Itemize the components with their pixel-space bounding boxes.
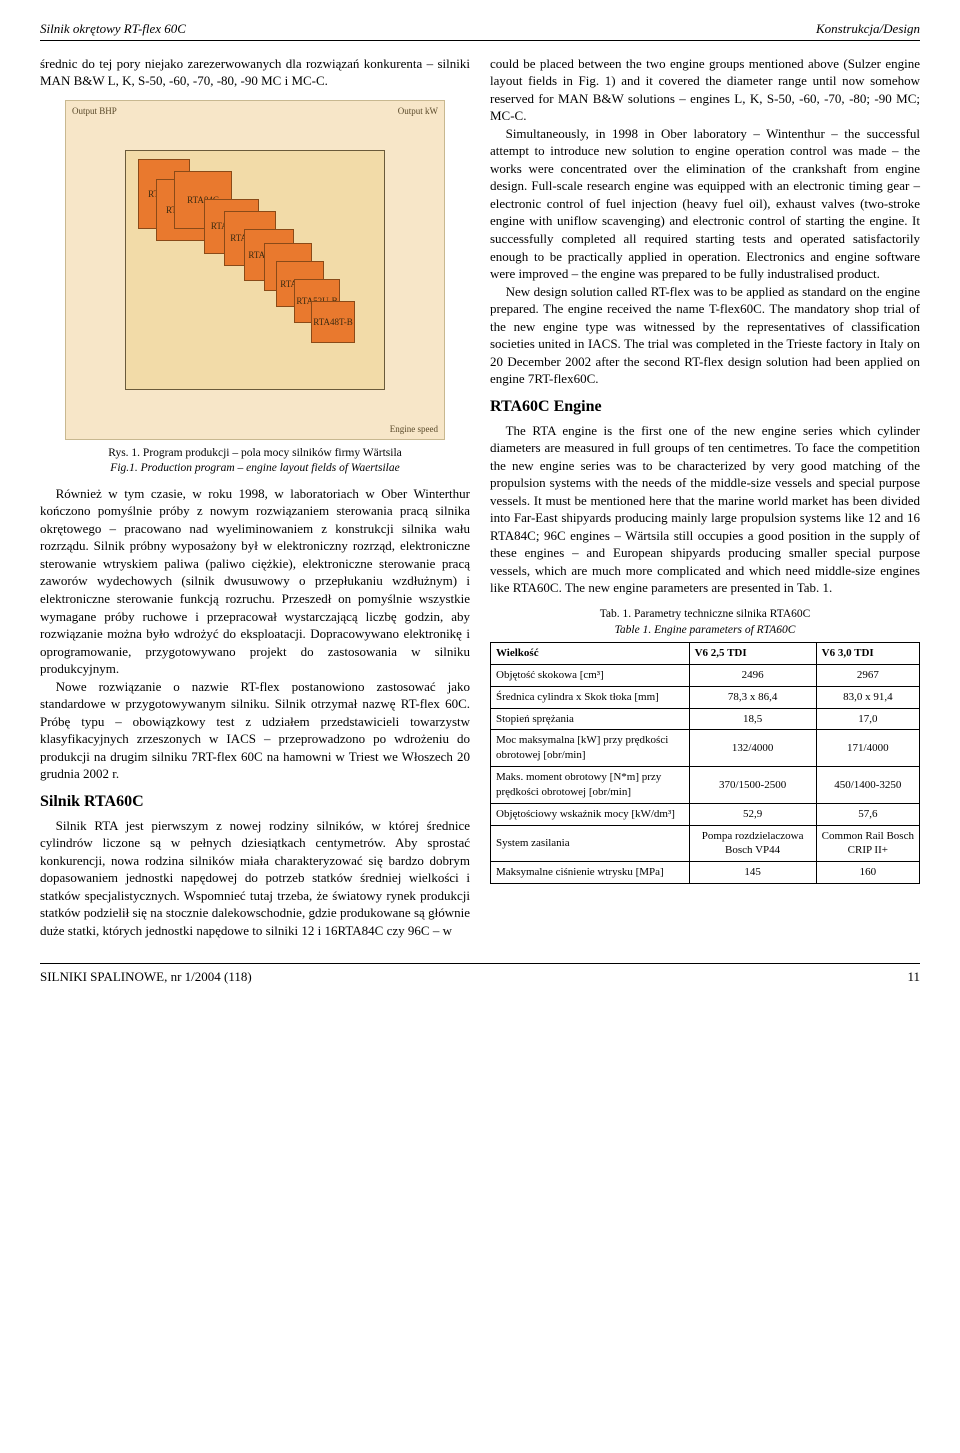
left-section-title: Silnik RTA60C [40, 791, 470, 813]
table-row: Stopień sprężania18,517,0 [491, 708, 920, 730]
col-header-1: V6 2,5 TDI [689, 643, 816, 665]
param-value-1: 132/4000 [689, 730, 816, 767]
table-row: Objętościowy wskaźnik mocy [kW/dm³]52,95… [491, 803, 920, 825]
left-para-3: Nowe rozwiązanie o nazwie RT-flex postan… [40, 678, 470, 783]
engine-field-rect: RTA48T-B [311, 301, 355, 343]
left-column: średnic do tej pory niejako zarezerwowan… [40, 55, 470, 940]
figure-caption: Rys. 1. Program produkcji – pola mocy si… [40, 446, 470, 477]
param-label: Średnica cylindra x Skok tłoka [mm] [491, 686, 690, 708]
param-value-2: 57,6 [816, 803, 919, 825]
param-value-2: 83,0 x 91,4 [816, 686, 919, 708]
table-caption-pl: Tab. 1. Parametry techniczne silnika RTA… [490, 607, 920, 623]
param-value-2: 171/4000 [816, 730, 919, 767]
col-header-0: Wielkość [491, 643, 690, 665]
right-para-2: Simultaneously, in 1998 in Ober laborato… [490, 125, 920, 283]
param-value-1: 2496 [689, 664, 816, 686]
table-header-row: Wielkość V6 2,5 TDI V6 3,0 TDI [491, 643, 920, 665]
table-row: Maksymalne ciśnienie wtrysku [MPa]145160 [491, 862, 920, 884]
param-label: Objętościowy wskaźnik mocy [kW/dm³] [491, 803, 690, 825]
axis-label-left: Output BHP [72, 105, 117, 117]
param-label: System zasilania [491, 825, 690, 862]
param-value-1: 18,5 [689, 708, 816, 730]
right-column: could be placed between the two engine g… [490, 55, 920, 940]
param-label: Maks. moment obrotowy [N*m] przy prędkoś… [491, 767, 690, 804]
param-value-1: 145 [689, 862, 816, 884]
left-para-2: Również w tym czasie, w roku 1998, w lab… [40, 485, 470, 678]
param-value-2: Common Rail Bosch CRIP II+ [816, 825, 919, 862]
figure-1: Output BHP Output kW Engine speed RTA96C… [40, 100, 470, 477]
right-para-3: New design solution called RT-flex was t… [490, 283, 920, 388]
parameters-table: Wielkość V6 2,5 TDI V6 3,0 TDI Objętość … [490, 642, 920, 884]
param-label: Maksymalne ciśnienie wtrysku [MPa] [491, 862, 690, 884]
param-value-2: 17,0 [816, 708, 919, 730]
axis-label-right: Output kW [398, 105, 438, 117]
header-left: Silnik okrętowy RT-flex 60C [40, 20, 186, 38]
right-para-4: The RTA engine is the first one of the n… [490, 422, 920, 597]
chart-plot-area: RTA96CRTA84T-DRTA84CRTA72U-BRTA68T-BRTA6… [125, 150, 385, 390]
left-para-4: Silnik RTA jest pierwszym z nowej rodzin… [40, 817, 470, 940]
page-header: Silnik okrętowy RT-flex 60C Konstrukcja/… [40, 20, 920, 41]
param-value-2: 450/1400-3250 [816, 767, 919, 804]
table-row: Maks. moment obrotowy [N*m] przy prędkoś… [491, 767, 920, 804]
engine-layout-chart: Output BHP Output kW Engine speed RTA96C… [65, 100, 445, 440]
fig-caption-pl: Rys. 1. Program produkcji – pola mocy si… [40, 446, 470, 462]
col-header-2: V6 3,0 TDI [816, 643, 919, 665]
two-column-layout: średnic do tej pory niejako zarezerwowan… [40, 55, 920, 940]
fig-caption-en: Fig.1. Production program – engine layou… [40, 461, 470, 477]
param-value-1: 78,3 x 86,4 [689, 686, 816, 708]
param-value-1: 370/1500-2500 [689, 767, 816, 804]
footer-left: SILNIKI SPALINOWE, nr 1/2004 (118) [40, 968, 252, 986]
param-value-2: 2967 [816, 664, 919, 686]
param-value-1: Pompa rozdzielaczowa Bosch VP44 [689, 825, 816, 862]
param-value-1: 52,9 [689, 803, 816, 825]
right-section-title: RTA60C Engine [490, 396, 920, 418]
param-value-2: 160 [816, 862, 919, 884]
param-label: Moc maksymalna [kW] przy prędkości obrot… [491, 730, 690, 767]
axis-label-x: Engine speed [390, 423, 438, 435]
table-row: System zasilaniaPompa rozdzielaczowa Bos… [491, 825, 920, 862]
header-right: Konstrukcja/Design [816, 20, 920, 38]
table-caption: Tab. 1. Parametry techniczne silnika RTA… [490, 607, 920, 638]
param-label: Stopień sprężania [491, 708, 690, 730]
table-caption-en: Table 1. Engine parameters of RTA60C [490, 623, 920, 639]
table-row: Moc maksymalna [kW] przy prędkości obrot… [491, 730, 920, 767]
footer-right: 11 [907, 968, 920, 986]
right-para-1: could be placed between the two engine g… [490, 55, 920, 125]
table-row: Średnica cylindra x Skok tłoka [mm]78,3 … [491, 686, 920, 708]
left-para-1: średnic do tej pory niejako zarezerwowan… [40, 55, 470, 90]
param-label: Objętość skokowa [cm³] [491, 664, 690, 686]
table-row: Objętość skokowa [cm³]24962967 [491, 664, 920, 686]
page-footer: SILNIKI SPALINOWE, nr 1/2004 (118) 11 [40, 963, 920, 986]
